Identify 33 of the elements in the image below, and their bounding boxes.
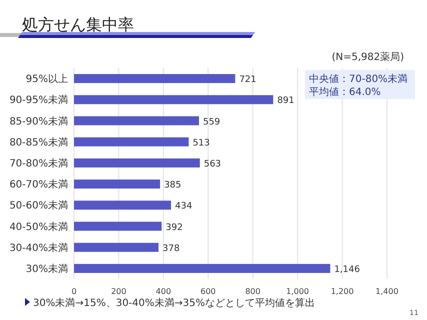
annotation: 平均値：64.0% [309,86,381,98]
data-label: 385 [164,180,182,191]
y-tick-label: 85-90%未満 [9,115,68,128]
data-label: 563 [204,159,222,170]
data-label: 434 [175,202,192,212]
x-tick-label: 1,400 [376,287,398,296]
annotation: 中央値：70-80%未満 [309,73,408,85]
data-label: 1,146 [334,264,360,275]
y-tick-label: 95%以上 [26,73,68,86]
y-tick-label: 60-70%未満 [9,178,68,191]
x-tick-label: 800 [245,287,260,296]
text: 30%未満→15%、30-40%未満→35%などとして平均値を算出 [33,297,315,309]
x-tick-label: 1,200 [330,287,354,296]
data-label: 513 [192,138,210,148]
x-tick-label: 200 [111,287,126,296]
chart-title: 処方せん集中率 [22,15,134,34]
y-tick-label: 30-40%未満 [9,242,68,254]
text: (N=5,982薬局) [332,51,404,63]
y-tick-label: 50-60%未満 [9,200,68,212]
data-label: 891 [277,96,294,106]
data-label: 559 [202,117,220,128]
data-label: 378 [162,244,180,254]
data-label: 721 [239,75,256,86]
y-tick-label: 90-95%未満 [9,94,68,106]
y-tick-label: 30%未満 [26,262,68,275]
data-label: 392 [166,222,183,233]
x-tick-label: 400 [156,287,172,296]
x-tick-label: 600 [200,287,216,296]
y-tick-label: 80-85%未満 [9,136,68,148]
x-tick-label: 1,000 [286,287,310,296]
x-tick-label: 0 [71,287,77,296]
y-tick-label: 70-80%未満 [9,157,68,170]
y-tick-label: 40-50%未満 [9,220,68,233]
